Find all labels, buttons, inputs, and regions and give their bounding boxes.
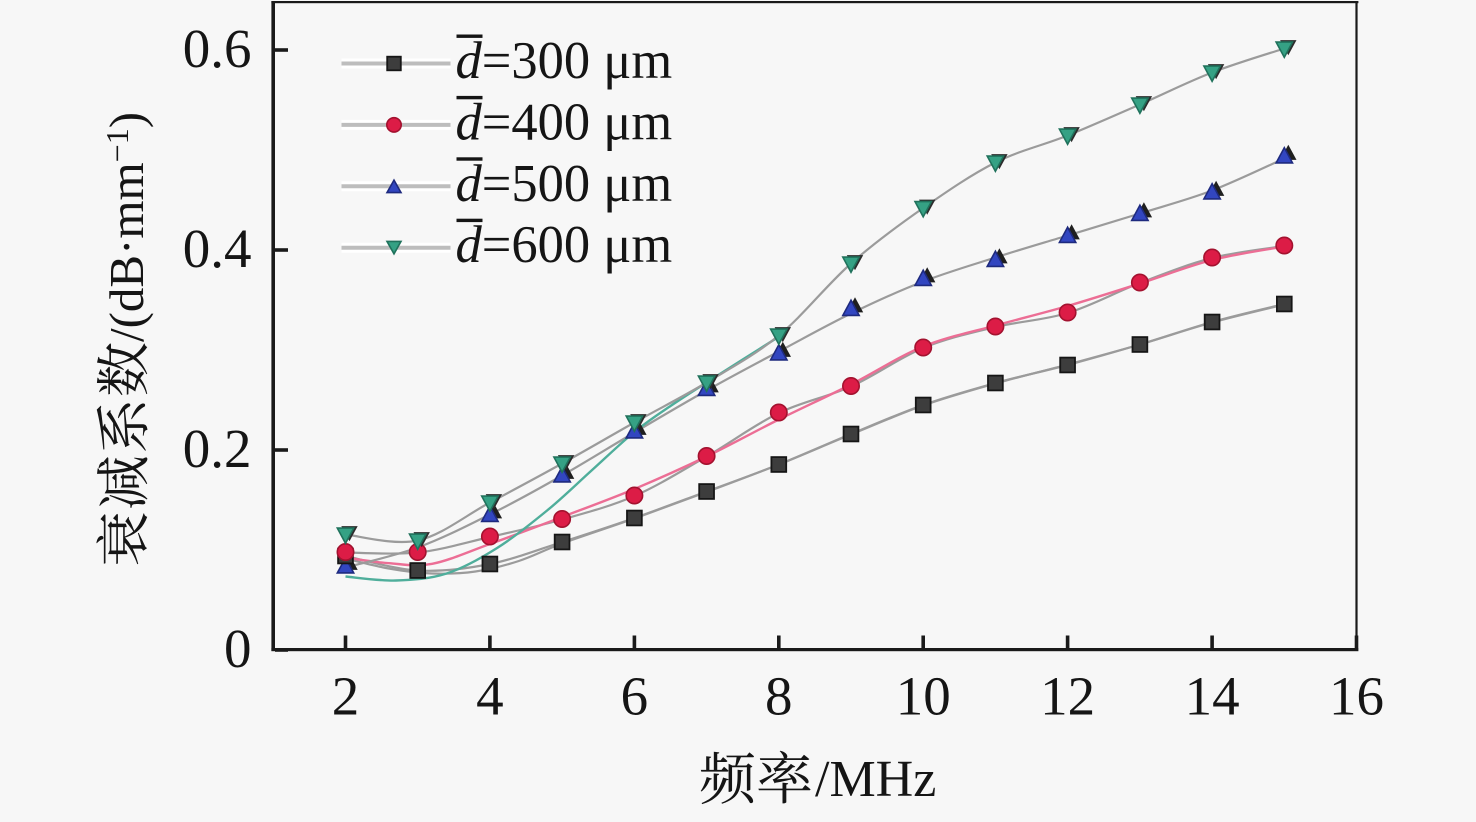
svg-text:14: 14	[1185, 666, 1240, 727]
svg-text:8: 8	[765, 666, 793, 727]
svg-text:0: 0	[224, 618, 252, 679]
svg-text:0.2: 0.2	[183, 418, 252, 479]
svg-text:0.4: 0.4	[183, 218, 252, 279]
svg-text:0.6: 0.6	[183, 18, 252, 79]
svg-text:d=600 μm: d=600 μm	[456, 216, 673, 274]
svg-text:6: 6	[621, 666, 649, 727]
svg-text:16: 16	[1329, 666, 1384, 727]
svg-text:d=300 μm: d=300 μm	[456, 32, 673, 90]
svg-text:/MHz: /MHz	[815, 751, 936, 808]
svg-text:12: 12	[1040, 666, 1095, 727]
svg-text:d=500 μm: d=500 μm	[456, 155, 673, 213]
svg-text:10: 10	[896, 666, 951, 727]
svg-text:2: 2	[332, 666, 360, 727]
svg-text:d=400 μm: d=400 μm	[456, 93, 673, 151]
svg-text:4: 4	[476, 666, 504, 727]
svg-text:/(dB·mm−1): /(dB·mm−1)	[99, 112, 154, 342]
